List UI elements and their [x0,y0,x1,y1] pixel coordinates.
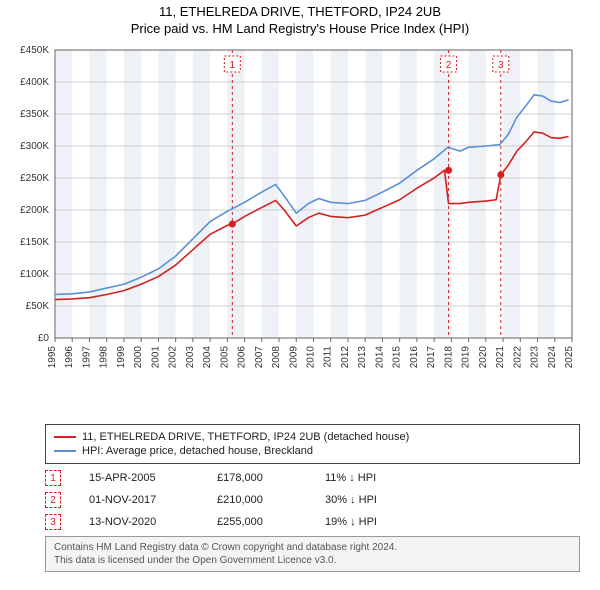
svg-text:2007: 2007 [254,346,265,369]
svg-text:2008: 2008 [271,346,282,369]
svg-text:2015: 2015 [392,346,403,369]
legend-label: HPI: Average price, detached house, Brec… [82,445,313,457]
sale-marker-box: 3 [45,514,61,530]
svg-text:£100K: £100K [20,269,49,280]
svg-text:1997: 1997 [81,346,92,369]
svg-text:2013: 2013 [357,346,368,369]
sale-date: 01-NOV-2017 [89,494,189,506]
footer-attribution: Contains HM Land Registry data © Crown c… [45,536,580,572]
svg-text:2014: 2014 [374,346,385,369]
svg-text:2006: 2006 [237,346,248,369]
legend-swatch [54,450,76,452]
svg-text:2001: 2001 [150,346,161,369]
svg-text:£350K: £350K [20,109,49,120]
svg-text:2018: 2018 [443,346,454,369]
svg-text:1998: 1998 [99,346,110,369]
sale-marker-box: 2 [45,492,61,508]
svg-text:2024: 2024 [547,346,558,369]
legend-row: 11, ETHELREDA DRIVE, THETFORD, IP24 2UB … [54,431,571,443]
sale-row: 1 15-APR-2005 £178,000 11% ↓ HPI [45,470,580,486]
svg-text:2010: 2010 [306,346,317,369]
svg-text:2023: 2023 [530,346,541,369]
svg-text:2022: 2022 [512,346,523,369]
legend-label: 11, ETHELREDA DRIVE, THETFORD, IP24 2UB … [82,431,409,443]
sale-price: £178,000 [217,472,297,484]
svg-text:2017: 2017 [426,346,437,369]
svg-text:1999: 1999 [116,346,127,369]
svg-text:2004: 2004 [202,346,213,369]
svg-text:2005: 2005 [219,346,230,369]
line-chart: £0 £50K £100K £150K £200K £250K £300K £350K £400… [0,38,580,418]
svg-text:£450K: £450K [20,45,49,56]
sale-row: 3 13-NOV-2020 £255,000 19% ↓ HPI [45,514,580,530]
sale-price: £210,000 [217,494,297,506]
svg-text:£200K: £200K [20,205,49,216]
sale-price: £255,000 [217,516,297,528]
svg-text:£300K: £300K [20,141,49,152]
footer-line1: Contains HM Land Registry data © Crown c… [54,541,571,554]
svg-text:2000: 2000 [133,346,144,369]
svg-text:2020: 2020 [478,346,489,369]
svg-text:2003: 2003 [185,346,196,369]
chart-title: 11, ETHELREDA DRIVE, THETFORD, IP24 2UB [0,4,600,19]
svg-text:2002: 2002 [168,346,179,369]
svg-text:2: 2 [446,60,452,71]
svg-text:1: 1 [230,60,236,71]
chart-subtitle: Price paid vs. HM Land Registry's House … [0,21,600,36]
svg-text:2025: 2025 [564,346,575,369]
svg-text:£50K: £50K [26,301,50,312]
sale-row: 2 01-NOV-2017 £210,000 30% ↓ HPI [45,492,580,508]
svg-text:2019: 2019 [461,346,472,369]
sale-date: 13-NOV-2020 [89,516,189,528]
svg-text:£250K: £250K [20,173,49,184]
svg-text:2012: 2012 [340,346,351,369]
svg-text:2009: 2009 [288,346,299,369]
legend-row: HPI: Average price, detached house, Brec… [54,445,571,457]
svg-text:1995: 1995 [47,346,58,369]
sale-diff: 11% ↓ HPI [325,472,415,484]
svg-text:£400K: £400K [20,77,49,88]
svg-text:2021: 2021 [495,346,506,369]
svg-text:1996: 1996 [64,346,75,369]
chart-container: 11, ETHELREDA DRIVE, THETFORD, IP24 2UB … [0,0,600,572]
svg-text:3: 3 [498,60,504,71]
sale-diff: 19% ↓ HPI [325,516,415,528]
chart-area: £0 £50K £100K £150K £200K £250K £300K £350K £400… [0,38,600,418]
sale-marker-box: 1 [45,470,61,486]
svg-text:2016: 2016 [409,346,420,369]
legend-swatch [54,436,76,438]
footer-line2: This data is licensed under the Open Gov… [54,554,571,567]
sale-date: 15-APR-2005 [89,472,189,484]
svg-text:£150K: £150K [20,237,49,248]
svg-text:£0: £0 [38,333,50,344]
titles: 11, ETHELREDA DRIVE, THETFORD, IP24 2UB … [0,0,600,38]
sales-table: 1 15-APR-2005 £178,000 11% ↓ HPI 2 01-NOV-201… [45,470,580,530]
legend: 11, ETHELREDA DRIVE, THETFORD, IP24 2UB … [45,424,580,464]
sale-diff: 30% ↓ HPI [325,494,415,506]
svg-text:2011: 2011 [323,346,334,368]
